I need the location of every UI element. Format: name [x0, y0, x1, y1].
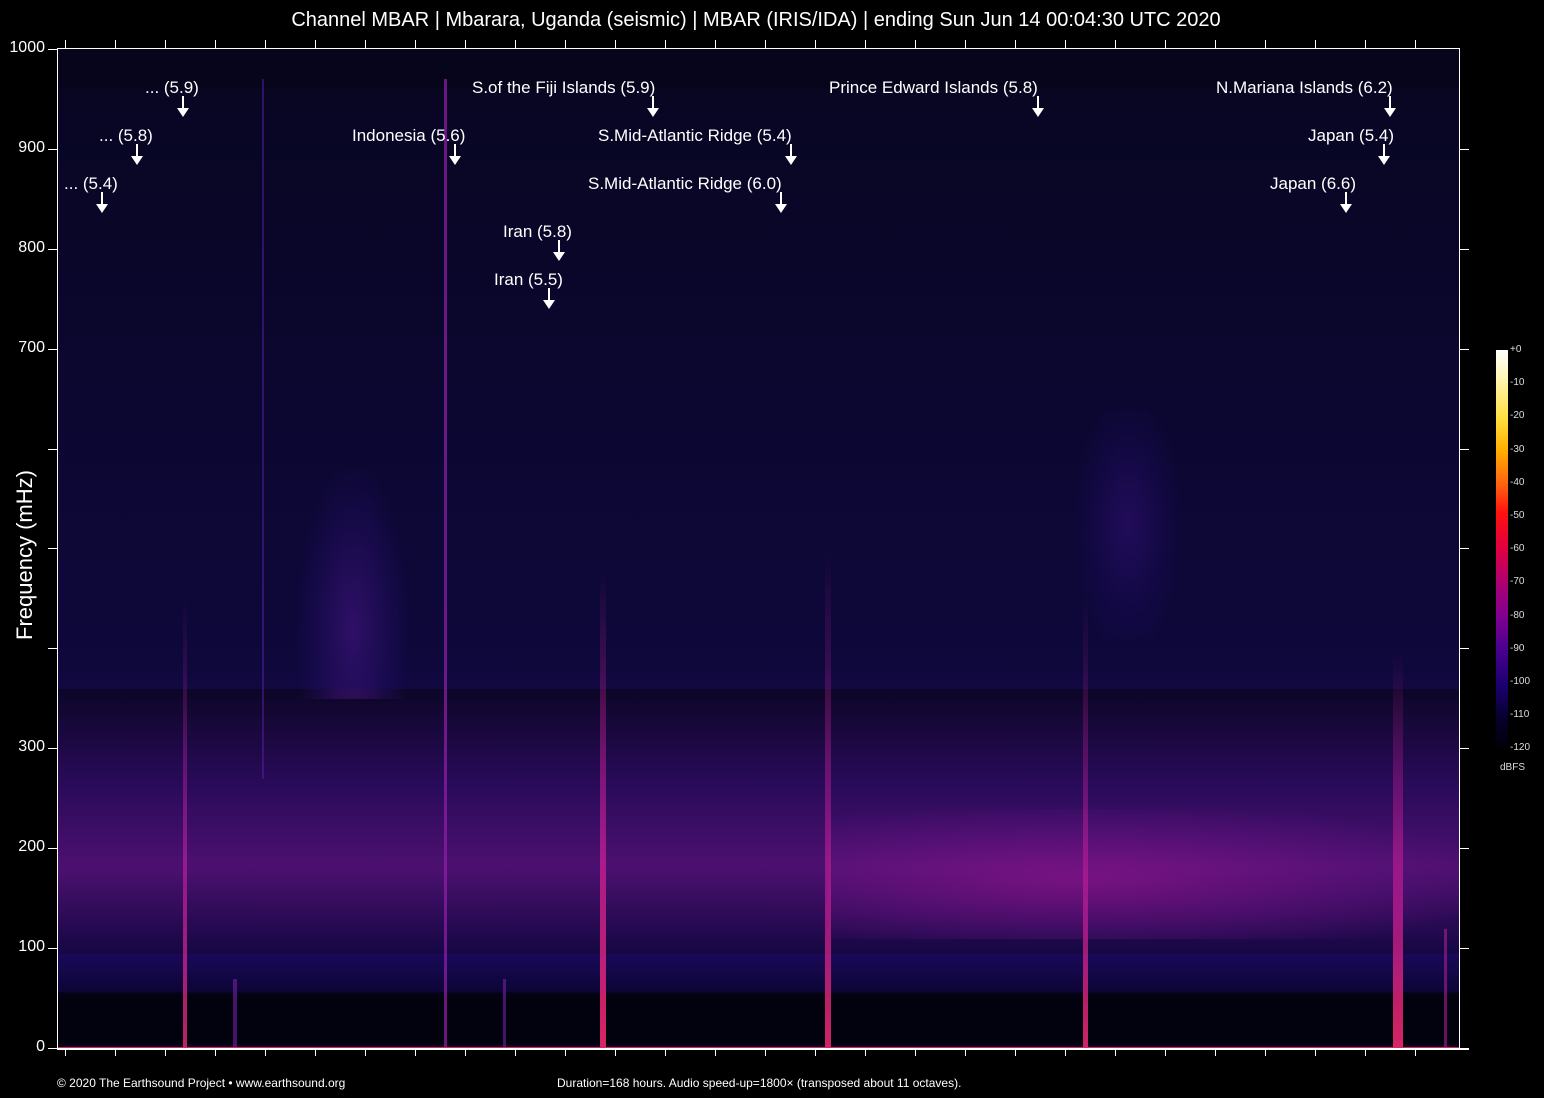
colorbar-tick-label: -100	[1510, 676, 1531, 687]
arrow-down-icon	[1032, 96, 1044, 118]
colorbar-tick-label: -80	[1510, 609, 1525, 621]
quiet-band	[58, 992, 1459, 1044]
y-tick	[48, 748, 57, 749]
spectrogram-plot	[58, 49, 1459, 1048]
event-line	[1444, 929, 1447, 1048]
y-tick-label: 700	[18, 339, 45, 356]
right-tick	[1460, 249, 1469, 250]
right-tick	[1460, 948, 1469, 949]
x-axis-line	[57, 1048, 1469, 1050]
event-label: ... (5.8)	[99, 126, 153, 145]
event-label: Indonesia (5.6)	[352, 126, 466, 145]
event-label: ... (5.9)	[145, 78, 199, 97]
arrow-down-icon	[553, 240, 565, 262]
colorbar-unit: dBFS	[1500, 762, 1526, 773]
arrow-down-icon	[785, 144, 797, 166]
y-tick	[48, 548, 57, 549]
y-tick	[48, 1048, 57, 1049]
event-label: S.of the Fiji Islands (5.9)	[472, 78, 656, 97]
microseism-band-right	[828, 809, 1459, 939]
colorbar	[1496, 350, 1508, 748]
colorbar-tick-label: -10	[1510, 377, 1525, 389]
event-column	[1083, 599, 1088, 1048]
right-tick	[1460, 748, 1469, 749]
colorbar-tick-label: -50	[1510, 510, 1525, 521]
event-line	[233, 979, 237, 1048]
colorbar-tick-label: -20	[1510, 410, 1525, 422]
noise-blob-2	[1078, 409, 1178, 639]
arrow-down-icon	[1384, 96, 1396, 118]
y-tick-label: 800	[18, 239, 45, 256]
event-column	[600, 569, 606, 1048]
y-tick	[48, 648, 57, 649]
y-tick	[48, 249, 57, 250]
colorbar-tick-label: -90	[1510, 642, 1525, 654]
right-tick	[1460, 449, 1469, 450]
right-tick	[1460, 648, 1469, 649]
right-tick	[1460, 548, 1469, 549]
colorbar-tick-label: -40	[1510, 476, 1525, 488]
event-label: ... (5.4)	[64, 174, 118, 193]
arrow-down-icon	[449, 144, 461, 166]
y-axis-title: Frequency (mHz)	[12, 470, 37, 640]
y-tick	[48, 948, 57, 949]
y-tick-label: 1000	[9, 39, 45, 56]
colorbar-tick-label: -60	[1510, 543, 1525, 555]
right-tick	[1460, 149, 1469, 150]
colorbar-tick-label: -70	[1510, 576, 1525, 588]
colorbar-tick-label: -30	[1510, 443, 1525, 455]
duration-info: Duration=168 hours. Audio speed-up=1800×…	[557, 1076, 962, 1090]
right-tick	[1460, 848, 1469, 849]
event-line	[444, 79, 447, 1048]
event-column	[1393, 649, 1403, 1048]
event-label: N.Mariana Islands (6.2)	[1216, 78, 1393, 97]
upper-blue-haze	[58, 89, 1459, 689]
event-label: Japan (6.6)	[1270, 174, 1356, 193]
arrow-down-icon	[647, 96, 659, 118]
event-label: Iran (5.5)	[494, 270, 563, 289]
event-line	[262, 79, 264, 779]
y-tick	[48, 349, 57, 350]
right-tick	[1460, 349, 1469, 350]
y-tick-label: 100	[18, 938, 45, 955]
event-column	[183, 599, 187, 1048]
y-tick	[48, 848, 57, 849]
y-tick-label: 900	[18, 139, 45, 156]
event-label: Prince Edward Islands (5.8)	[829, 78, 1038, 97]
y-tick	[48, 49, 57, 50]
event-label: Japan (5.4)	[1308, 126, 1394, 145]
y-tick-label: 300	[18, 738, 45, 755]
noise-blob-1	[298, 469, 408, 699]
copyright-text: © 2020 The Earthsound Project • www.eart…	[57, 1076, 346, 1090]
event-column	[825, 549, 831, 1048]
event-label: S.Mid-Atlantic Ridge (6.0)	[588, 174, 782, 193]
event-label: Iran (5.8)	[503, 222, 572, 241]
chart-title: Channel MBAR | Mbarara, Uganda (seismic)…	[291, 9, 1221, 31]
arrow-down-icon	[775, 192, 787, 214]
y-tick-label: 0	[36, 1038, 45, 1055]
y-tick	[48, 449, 57, 450]
y-tick-label: 200	[18, 838, 45, 855]
event-line	[503, 979, 506, 1048]
event-label: S.Mid-Atlantic Ridge (5.4)	[598, 126, 792, 145]
arrow-down-icon	[543, 288, 555, 310]
colorbar-tick-label: +0	[1510, 344, 1522, 355]
low-band-edge	[58, 954, 1459, 994]
arrow-down-icon	[177, 96, 189, 118]
colorbar-tick-label: -120	[1510, 742, 1531, 754]
y-tick	[48, 149, 57, 150]
arrow-down-icon	[96, 192, 108, 214]
arrow-down-icon	[1340, 192, 1352, 214]
colorbar-tick-label: -110	[1510, 709, 1530, 721]
arrow-down-icon	[1378, 144, 1390, 166]
arrow-down-icon	[131, 144, 143, 166]
